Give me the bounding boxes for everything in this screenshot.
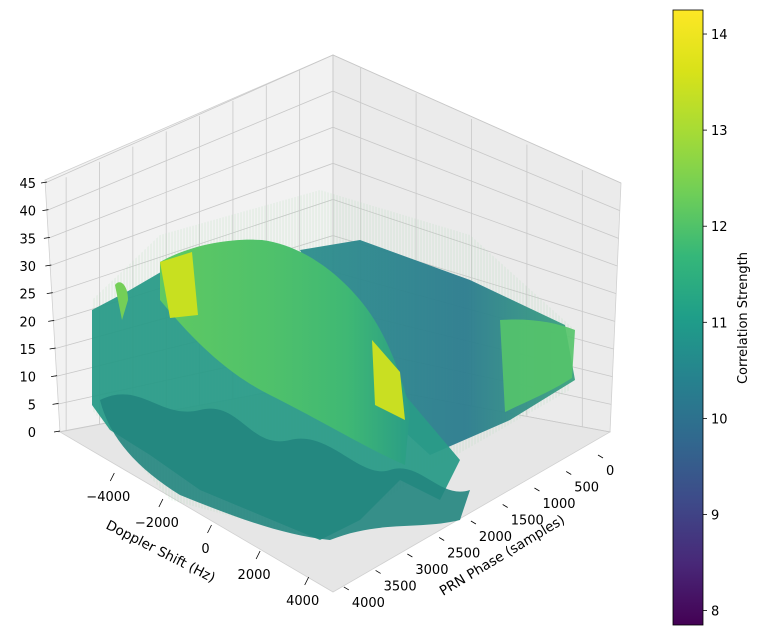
x-tick-mark	[566, 471, 572, 475]
z-tick-label: 5	[28, 398, 36, 413]
surface-right-yellow-band	[372, 340, 405, 420]
z-tick-mark	[42, 209, 49, 212]
surface-right-ridge	[500, 319, 575, 412]
z-tick-mark	[46, 292, 53, 295]
z-tick-label: 0	[28, 426, 36, 441]
z-tick-mark	[51, 375, 58, 378]
y-tick-mark	[255, 550, 261, 560]
x-tick-label: 500	[574, 480, 599, 495]
z-tick-label: 10	[19, 371, 36, 386]
surface-highlight	[115, 282, 128, 320]
z-tick-mark	[48, 319, 55, 322]
surface-left-yellow-band	[160, 252, 198, 318]
x-tick-label: 2500	[447, 546, 480, 561]
surface	[92, 190, 575, 540]
colorbar: 8 9 10 11 12 13 14 Correlation Strength	[672, 9, 751, 626]
x-tick-label: 1500	[511, 513, 544, 528]
x-tick-mark	[470, 520, 477, 525]
x-tick-label: 3500	[384, 579, 417, 594]
y-tick-mark	[109, 472, 115, 482]
colorbar-ticks: 8 9 10 11 12 13 14	[703, 28, 728, 620]
x-tick-label: 3000	[415, 563, 448, 578]
surface-front-wave	[100, 394, 470, 540]
y-tick-mark	[304, 576, 310, 586]
z-tick-mark	[52, 402, 59, 405]
colorbar-tick-label: 12	[711, 220, 728, 235]
x-tick-mark	[407, 553, 413, 558]
z-tick-mark	[40, 181, 48, 184]
x-tick-label: 2000	[479, 530, 512, 545]
z-tick-label: 25	[19, 288, 36, 303]
x-tick-mark	[502, 504, 508, 508]
z-tick-label: 15	[19, 343, 36, 358]
y-tick-mark	[158, 498, 164, 508]
x-tick-mark	[343, 586, 350, 591]
y-tick-label: 2000	[238, 568, 271, 583]
z-tick-label: 40	[19, 205, 36, 220]
colorbar-label: Correlation Strength	[736, 252, 751, 384]
colorbar-tick-label: 8	[711, 605, 719, 620]
x-tick-mark	[375, 570, 381, 574]
y-tick-label: −4000	[86, 490, 130, 505]
x-tick-mark	[438, 537, 445, 541]
z-tick-mark	[45, 264, 52, 267]
colorbar-tick-label: 11	[711, 316, 728, 331]
x-tick-mark	[534, 487, 540, 492]
y-tick-label: 0	[201, 542, 209, 557]
z-tick-mark	[49, 347, 56, 350]
surface-main-ridge	[160, 239, 410, 465]
y-axis-ticks: −4000 −2000 0 2000 4000	[86, 472, 319, 609]
z-tick-label: 20	[19, 315, 36, 330]
x-tick-label: 1000	[542, 497, 575, 512]
z-tick-label: 30	[19, 260, 36, 275]
colorbar-tick-label: 10	[711, 412, 728, 427]
z-tick-label: 45	[19, 177, 36, 192]
x-tick-label: 0	[606, 464, 614, 479]
y-tick-label: 4000	[286, 594, 319, 609]
y-tick-mark	[207, 524, 212, 534]
z-tick-label: 35	[19, 232, 36, 247]
z-axis-ticks: 0 5 10 15 20 25 30 35 40 45	[19, 177, 61, 441]
z-tick-mark	[53, 430, 61, 433]
colorbar-tick-label: 14	[711, 28, 728, 43]
y-tick-label: −2000	[135, 516, 179, 531]
colorbar-tick-label: 13	[711, 124, 728, 139]
z-tick-mark	[43, 236, 50, 239]
x-tick-mark	[597, 454, 604, 459]
x-tick-label: 4000	[352, 596, 385, 611]
colorbar-gradient	[672, 9, 704, 626]
colorbar-tick-label: 9	[711, 508, 719, 523]
